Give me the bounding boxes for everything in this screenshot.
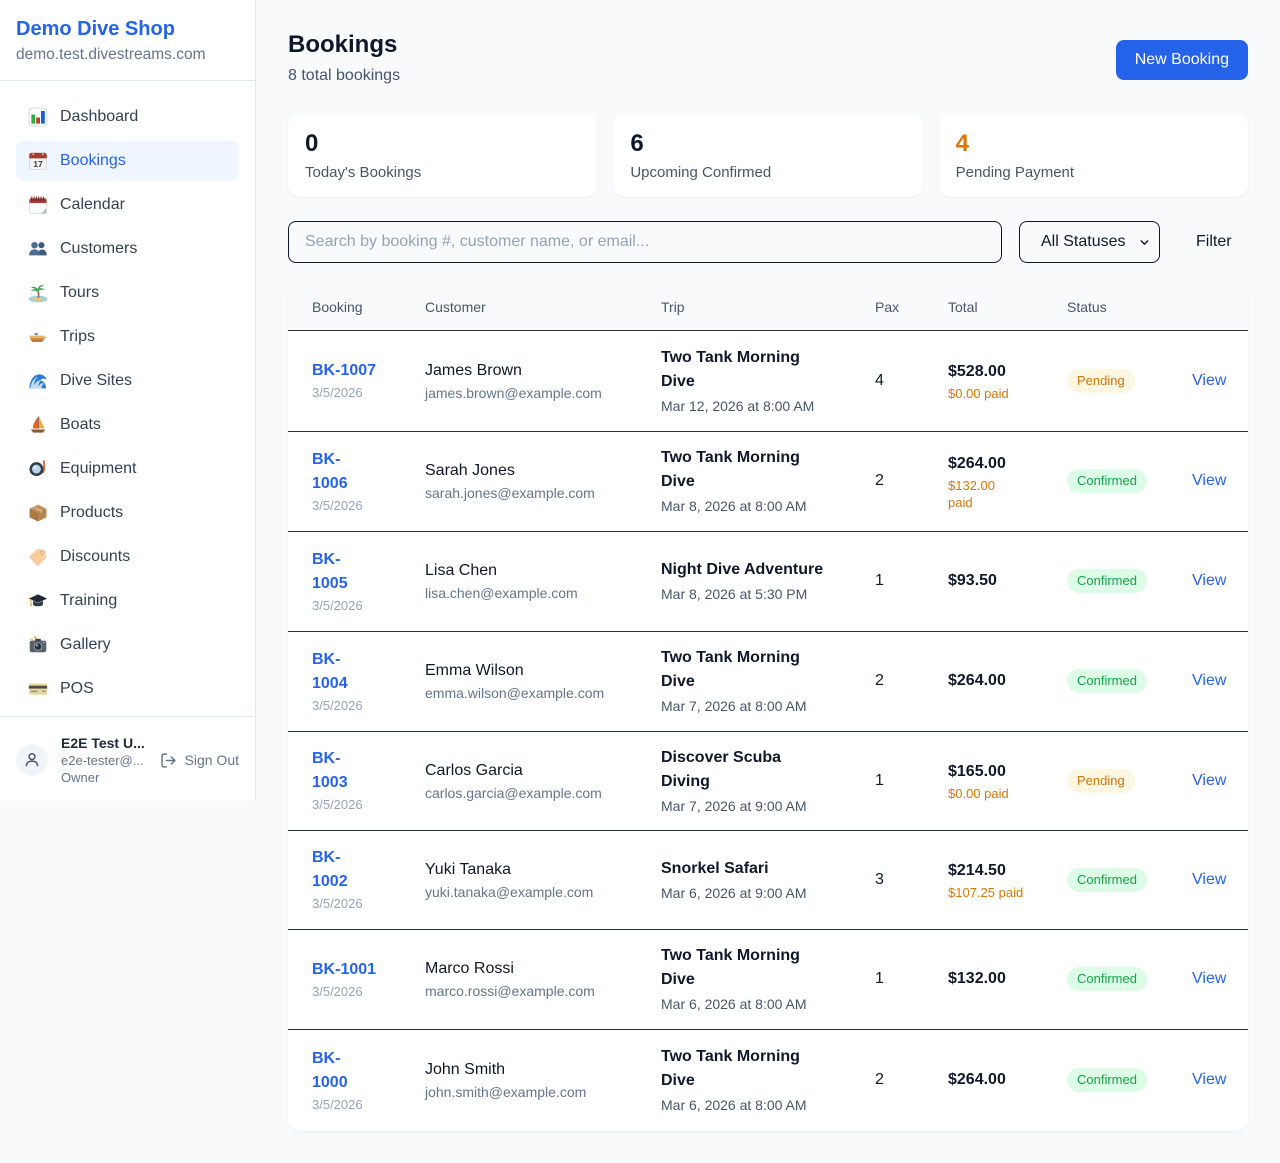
svg-text:17: 17	[33, 159, 43, 169]
